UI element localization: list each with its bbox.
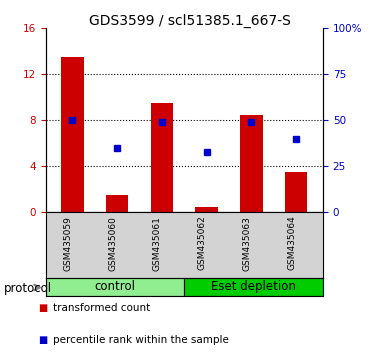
Bar [240,115,263,212]
Bar [151,103,173,212]
Bar [184,278,323,296]
Text: GSM435059: GSM435059 [63,216,73,270]
Text: Eset depletion: Eset depletion [211,280,296,293]
Text: percentile rank within the sample: percentile rank within the sample [53,335,229,345]
Bar [46,278,184,296]
Text: GSM435060: GSM435060 [108,216,117,270]
Bar [106,195,128,212]
Text: GSM435064: GSM435064 [287,216,296,270]
Bar [195,207,218,212]
Text: transformed count: transformed count [53,303,150,313]
Text: control: control [95,280,135,293]
Bar [61,57,84,212]
Bar [285,172,307,212]
Text: GDS3599 / scl51385.1_667-S: GDS3599 / scl51385.1_667-S [89,14,291,28]
Text: protocol: protocol [4,282,52,295]
Text: GSM435061: GSM435061 [153,216,162,270]
Text: ■: ■ [38,303,47,313]
Text: ■: ■ [38,335,47,345]
Text: GSM435063: GSM435063 [242,216,252,270]
Text: GSM435062: GSM435062 [198,216,207,270]
